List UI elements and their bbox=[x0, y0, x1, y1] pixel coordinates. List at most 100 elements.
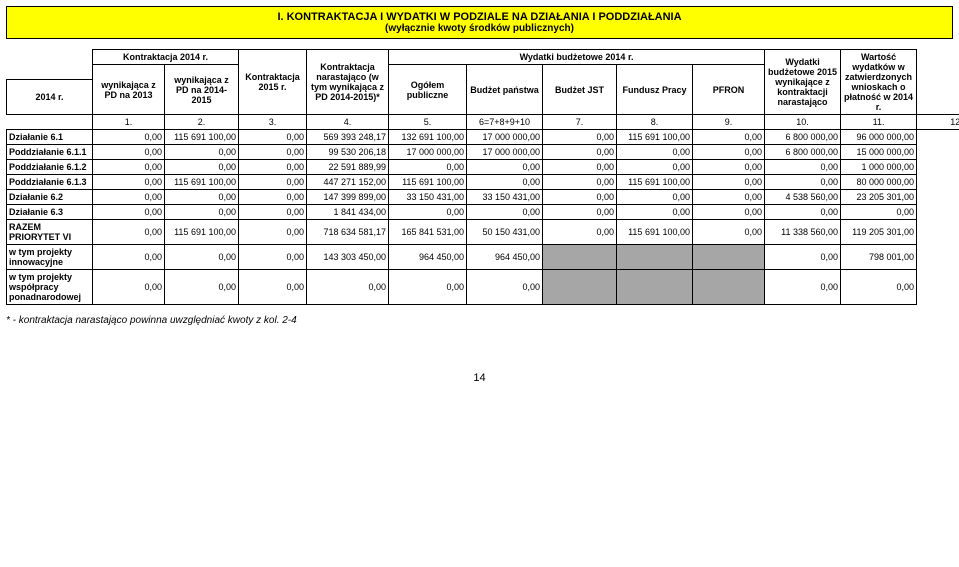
idx-8: 8. bbox=[617, 115, 693, 130]
hdr-col2: wynikająca z PD na 2014-2015 bbox=[165, 65, 239, 115]
cell: 0,00 bbox=[543, 220, 617, 245]
row-label: Poddziałanie 6.1.2 bbox=[7, 160, 93, 175]
cell: 0,00 bbox=[617, 205, 693, 220]
cell: 23 205 301,00 bbox=[841, 190, 917, 205]
cell: 6 800 000,00 bbox=[765, 130, 841, 145]
cell: 0,00 bbox=[165, 270, 239, 305]
cell: 0,00 bbox=[765, 160, 841, 175]
cell: 0,00 bbox=[165, 245, 239, 270]
cell: 115 691 100,00 bbox=[617, 175, 693, 190]
cell: 0,00 bbox=[765, 175, 841, 190]
cell: 115 691 100,00 bbox=[165, 220, 239, 245]
hdr-col6: Budżet państwa bbox=[467, 65, 543, 115]
cell: 165 841 531,00 bbox=[389, 220, 467, 245]
hdr-wydatki2014: Wydatki budżetowe 2014 r. bbox=[389, 50, 765, 65]
cell: 964 450,00 bbox=[467, 245, 543, 270]
table-row: Poddziałanie 6.1.30,00115 691 100,000,00… bbox=[7, 175, 959, 190]
cell: 0,00 bbox=[165, 190, 239, 205]
cell: 0,00 bbox=[693, 160, 765, 175]
cell bbox=[693, 245, 765, 270]
row-label: Działanie 6.1 bbox=[7, 130, 93, 145]
cell: 0,00 bbox=[239, 245, 307, 270]
hdr-col1: wynikająca z PD na 2013 bbox=[93, 65, 165, 115]
table-row: RAZEM PRIORYTET VI0,00115 691 100,000,00… bbox=[7, 220, 959, 245]
row-label: w tym projekty innowacyjne bbox=[7, 245, 93, 270]
cell: 0,00 bbox=[693, 205, 765, 220]
cell: 0,00 bbox=[93, 160, 165, 175]
idx-2: 2. bbox=[165, 115, 239, 130]
idx-6: 6=7+8+9+10 bbox=[467, 115, 543, 130]
cell: 0,00 bbox=[543, 160, 617, 175]
row-label: RAZEM PRIORYTET VI bbox=[7, 220, 93, 245]
cell: 0,00 bbox=[93, 220, 165, 245]
cell: 0,00 bbox=[617, 190, 693, 205]
idx-9: 9. bbox=[693, 115, 765, 130]
cell: 0,00 bbox=[165, 205, 239, 220]
cell: 17 000 000,00 bbox=[467, 130, 543, 145]
cell: 0,00 bbox=[389, 205, 467, 220]
idx-11: 11. bbox=[841, 115, 917, 130]
cell: 0,00 bbox=[93, 145, 165, 160]
cell: 96 000 000,00 bbox=[841, 130, 917, 145]
table-row: Działanie 6.30,000,000,001 841 434,000,0… bbox=[7, 205, 959, 220]
table-row: Działanie 6.10,00115 691 100,000,00569 3… bbox=[7, 130, 959, 145]
cell: 447 271 152,00 bbox=[307, 175, 389, 190]
cell: 0,00 bbox=[467, 270, 543, 305]
cell: 0,00 bbox=[543, 205, 617, 220]
header-index-row: 1. 2. 3. 4. 5. 6=7+8+9+10 7. 8. 9. 10. 1… bbox=[7, 115, 959, 130]
cell: 115 691 100,00 bbox=[617, 220, 693, 245]
hdr-col3: Kontraktacja 2015 r. bbox=[239, 50, 307, 115]
cell: 0,00 bbox=[693, 190, 765, 205]
cell: 6 800 000,00 bbox=[765, 145, 841, 160]
idx-4: 4. bbox=[307, 115, 389, 130]
table-row: w tym projekty innowacyjne0,000,000,0014… bbox=[7, 245, 959, 270]
cell: 0,00 bbox=[239, 190, 307, 205]
cell: 0,00 bbox=[543, 175, 617, 190]
table-row: w tym projekty współpracy ponadnarodowej… bbox=[7, 270, 959, 305]
cell: 115 691 100,00 bbox=[617, 130, 693, 145]
cell bbox=[543, 270, 617, 305]
row-label: Działanie 6.3 bbox=[7, 205, 93, 220]
cell: 0,00 bbox=[693, 145, 765, 160]
cell: 0,00 bbox=[239, 130, 307, 145]
cell: 0,00 bbox=[93, 205, 165, 220]
cell: 147 399 899,00 bbox=[307, 190, 389, 205]
cell: 0,00 bbox=[165, 145, 239, 160]
section-title-line2: (wyłącznie kwoty środków publicznych) bbox=[9, 23, 950, 34]
cell: 964 450,00 bbox=[389, 245, 467, 270]
idx-3: 3. bbox=[239, 115, 307, 130]
cell: 0,00 bbox=[239, 145, 307, 160]
cell: 0,00 bbox=[543, 190, 617, 205]
cell bbox=[617, 270, 693, 305]
cell: 0,00 bbox=[239, 205, 307, 220]
cell: 0,00 bbox=[239, 160, 307, 175]
cell: 11 338 560,00 bbox=[765, 220, 841, 245]
cell: 0,00 bbox=[239, 175, 307, 190]
cell: 0,00 bbox=[467, 175, 543, 190]
cell: 17 000 000,00 bbox=[389, 145, 467, 160]
cell: 22 591 889,99 bbox=[307, 160, 389, 175]
cell: 0,00 bbox=[693, 175, 765, 190]
cell: 115 691 100,00 bbox=[165, 175, 239, 190]
hdr-col0-row: 2014 r. bbox=[7, 80, 93, 115]
table-body: Działanie 6.10,00115 691 100,000,00569 3… bbox=[7, 130, 959, 305]
idx-12: 12. bbox=[917, 115, 959, 130]
cell: 0,00 bbox=[93, 130, 165, 145]
section-title: I. KONTRAKTACJA I WYDATKI W PODZIALE NA … bbox=[6, 6, 953, 39]
hdr-kontraktacja2014: Kontraktacja 2014 r. bbox=[93, 50, 239, 65]
cell: 99 530 206,18 bbox=[307, 145, 389, 160]
row-label: Działanie 6.2 bbox=[7, 190, 93, 205]
cell: 0,00 bbox=[467, 205, 543, 220]
cell: 0,00 bbox=[543, 145, 617, 160]
cell bbox=[617, 245, 693, 270]
table-row: Poddziałanie 6.1.20,000,000,0022 591 889… bbox=[7, 160, 959, 175]
cell: 0,00 bbox=[93, 175, 165, 190]
idx-1: 1. bbox=[93, 115, 165, 130]
idx-5: 5. bbox=[389, 115, 467, 130]
cell: 0,00 bbox=[93, 270, 165, 305]
cell: 0,00 bbox=[693, 220, 765, 245]
footnote: * - kontraktacja narastająco powinna uwz… bbox=[6, 315, 953, 326]
idx-7: 7. bbox=[543, 115, 617, 130]
cell: 0,00 bbox=[165, 160, 239, 175]
section-title-line1: I. KONTRAKTACJA I WYDATKI W PODZIALE NA … bbox=[9, 11, 950, 23]
